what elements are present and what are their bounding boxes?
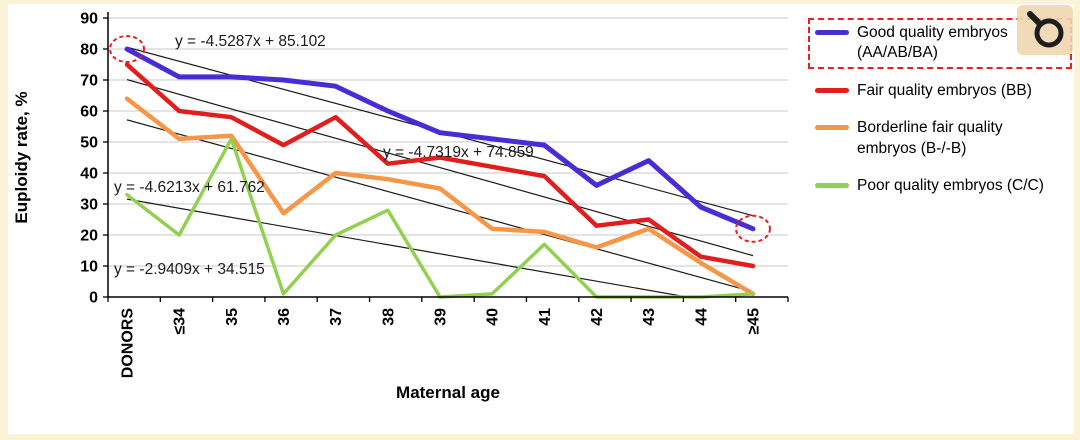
legend-label-good-quality: Good quality embryos (AA/AB/BA): [857, 24, 1008, 62]
y-tick-label: 50: [80, 135, 98, 152]
trendline-equation: y = -4.6213x + 61.762: [114, 179, 265, 196]
legend-item-good-quality: Good quality embryos (AA/AB/BA): [808, 18, 1072, 69]
highlight-ellipse: [109, 35, 145, 63]
x-tick-label: ≥45: [746, 308, 763, 335]
x-tick-label: 42: [589, 308, 606, 326]
legend-label-borderline-quality: Borderline fair quality embryos (B-/-B): [857, 119, 1003, 157]
euploidy-rate-chart: 0 10 20 30 40 50 60 70 80 90 DONORS ≤34 35 36 37 38 39 40…: [12, 11, 789, 402]
trendline: [126, 198, 691, 297]
x-axis-title: Maternal age: [396, 383, 500, 402]
series-line-0: [124, 46, 756, 232]
magnifier-icon: [1027, 11, 1064, 48]
trendline-equation: y = -2.9409x + 34.515: [114, 261, 265, 278]
legend-item-borderline-quality: Borderline fair quality embryos (B-/-B): [808, 113, 1072, 164]
legend-item-fair-quality: Fair quality embryos (BB): [808, 76, 1072, 106]
x-tick-label: 38: [380, 308, 397, 326]
series-line-2: [124, 96, 756, 297]
y-tick-label: 80: [80, 42, 98, 59]
x-tick-label: ≤34: [172, 308, 189, 335]
highlight-ellipse: [735, 214, 771, 243]
y-tick-label: 40: [80, 166, 98, 183]
y-axis-title: Euploidy rate, %: [12, 91, 31, 223]
legend-swatch-fair-quality: [815, 87, 849, 93]
x-tick-label: 41: [537, 308, 554, 326]
x-tick-label: 43: [641, 308, 658, 326]
trendline: [126, 79, 754, 257]
legend: Good quality embryos (AA/AB/BA) Fair qua…: [808, 18, 1072, 209]
x-tick-label: 44: [693, 308, 710, 326]
y-tick-label: 20: [80, 228, 98, 245]
y-tick-label: 30: [80, 197, 98, 214]
trendline: [126, 119, 754, 293]
x-tick-label: 39: [433, 308, 450, 326]
trendline-equation: y = -4.7319x + 74.859: [383, 144, 534, 161]
x-tick-label: 40: [485, 308, 502, 326]
y-tick-label: 0: [89, 290, 98, 307]
legend-swatch-borderline-quality: [815, 125, 849, 131]
y-tick-label: 70: [80, 73, 98, 90]
zoom-cursor-badge[interactable]: [1017, 5, 1073, 55]
x-tick-label: DONORS: [120, 308, 137, 379]
legend-label-fair-quality: Fair quality embryos (BB): [857, 81, 1032, 99]
legend-swatch-poor-quality: [815, 183, 849, 189]
x-tick-label: 37: [328, 308, 345, 326]
y-tick-label: 10: [80, 259, 98, 276]
trendline-equation: y = -4.5287x + 85.102: [175, 33, 326, 50]
x-tick-label: 35: [224, 308, 241, 326]
legend-item-poor-quality: Poor quality embryos (C/C): [808, 171, 1072, 201]
x-tick-label: 36: [276, 308, 293, 326]
y-tick-label: 90: [80, 11, 98, 28]
legend-swatch-good-quality: [815, 30, 849, 35]
series-line-1: [124, 62, 756, 269]
y-tick-label: 60: [80, 104, 98, 121]
legend-label-poor-quality: Poor quality embryos (C/C): [857, 177, 1044, 195]
